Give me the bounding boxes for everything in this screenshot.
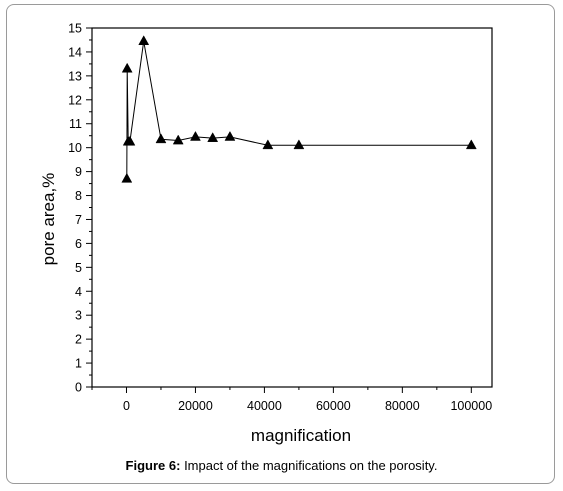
x-tick-label: 40000 bbox=[247, 399, 282, 413]
series-line bbox=[126, 41, 472, 179]
y-tick-label: 3 bbox=[75, 309, 82, 323]
x-tick-label: 100000 bbox=[450, 399, 492, 413]
data-point-triangle bbox=[172, 134, 184, 145]
y-tick-label: 15 bbox=[68, 22, 82, 36]
y-axis-title: pore area,% bbox=[39, 173, 58, 266]
y-tick-label: 0 bbox=[75, 381, 82, 395]
data-point-triangle bbox=[124, 135, 136, 146]
plot-frame bbox=[91, 27, 493, 388]
plot-axes bbox=[91, 27, 493, 388]
y-tick-label: 13 bbox=[68, 69, 82, 83]
x-tick-label: 80000 bbox=[385, 399, 420, 413]
figure-frame bbox=[6, 4, 555, 484]
x-tick-label: 20000 bbox=[178, 399, 213, 413]
figure-caption: Figure 6: Impact of the magnifications o… bbox=[0, 458, 563, 473]
data-point-triangle bbox=[293, 139, 305, 150]
y-tick-label: 11 bbox=[69, 117, 82, 131]
y-tick-label: 5 bbox=[75, 261, 82, 275]
y-tick-label: 4 bbox=[75, 285, 82, 299]
y-tick-label: 10 bbox=[68, 141, 82, 155]
data-point-triangle bbox=[207, 132, 219, 142]
y-tick-label: 2 bbox=[75, 333, 82, 347]
data-point-triangle bbox=[155, 133, 167, 144]
data-point-triangle bbox=[190, 130, 201, 141]
y-tick-label: 14 bbox=[68, 45, 82, 59]
y-tick-label: 8 bbox=[75, 189, 82, 203]
data-point-triangle bbox=[121, 62, 133, 73]
caption-label: Figure 6: bbox=[125, 458, 181, 473]
y-tick-label: 9 bbox=[75, 165, 82, 179]
data-point-triangle bbox=[121, 172, 133, 183]
data-series bbox=[121, 35, 477, 183]
data-point-triangle bbox=[262, 139, 274, 150]
data-point-triangle bbox=[224, 130, 236, 141]
y-tick-label: 1 bbox=[75, 357, 82, 371]
data-point-triangle bbox=[138, 35, 150, 46]
y-tick-label: 6 bbox=[75, 237, 82, 251]
data-point-triangle bbox=[465, 139, 477, 150]
x-tick-label: 60000 bbox=[316, 399, 351, 413]
y-tick-label: 12 bbox=[68, 93, 82, 107]
caption-text: Impact of the magnifications on the poro… bbox=[184, 458, 438, 473]
x-tick-label: 0 bbox=[123, 399, 130, 413]
x-axis-title: magnification bbox=[251, 426, 351, 445]
y-tick-label: 7 bbox=[75, 213, 82, 227]
